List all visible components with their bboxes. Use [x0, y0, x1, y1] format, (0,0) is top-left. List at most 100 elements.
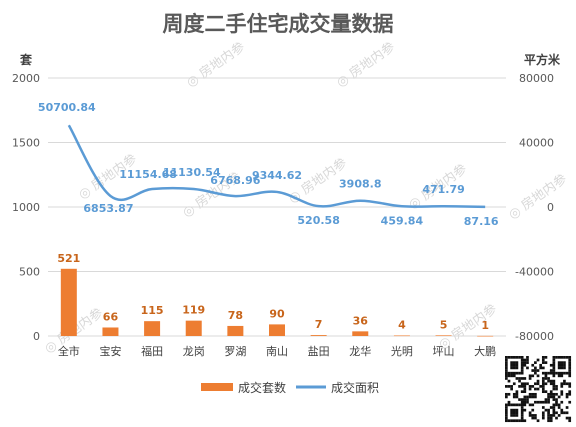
- qr-module: [549, 371, 553, 375]
- qr-module: [512, 414, 516, 417]
- qr-module: [568, 419, 572, 423]
- qr-module: [531, 416, 535, 420]
- qr-module: [539, 385, 543, 388]
- line-data-label: 87.16: [464, 215, 499, 228]
- qr-module: [523, 398, 527, 401]
- line-series: [67, 124, 486, 209]
- qr-module: [568, 385, 572, 388]
- category-label: 南山: [266, 345, 288, 358]
- qr-module: [515, 377, 519, 380]
- qr-module: [515, 395, 519, 399]
- qr-module: [534, 366, 537, 370]
- qr-module: [518, 356, 521, 359]
- qr-module: [557, 356, 561, 359]
- qr-module: [510, 356, 513, 359]
- qr-module: [565, 356, 569, 359]
- right-tick-label: 40000: [519, 137, 554, 150]
- right-axis-ticks: -80000 -40000 0 40000 80000: [515, 72, 554, 343]
- qr-module: [531, 392, 535, 396]
- bar-data-label: 66: [103, 310, 119, 323]
- right-tick-label: -80000: [515, 330, 554, 343]
- left-tick-label: 2000: [12, 72, 40, 85]
- qr-module: [565, 382, 569, 386]
- qr-module: [541, 385, 545, 388]
- qr-module: [565, 371, 569, 375]
- qr-module: [526, 361, 529, 364]
- legend: 成交套数 成交面积: [201, 380, 379, 395]
- qr-module: [526, 395, 529, 399]
- bar: [269, 324, 285, 336]
- qr-module: [523, 385, 527, 388]
- qr-module: [549, 392, 553, 396]
- qr-module: [507, 403, 511, 407]
- bar: [352, 331, 369, 336]
- qr-module: [536, 400, 540, 404]
- qr-module: [560, 356, 564, 359]
- qr-module: [510, 408, 513, 412]
- qr-module: [541, 377, 545, 380]
- left-tick-label: 1000: [12, 201, 40, 214]
- qr-module: [539, 400, 543, 404]
- qr-module: [512, 363, 516, 367]
- category-label: 坪山: [433, 345, 455, 358]
- qr-module: [523, 358, 527, 362]
- qr-module: [526, 400, 529, 404]
- qr-module: [528, 414, 532, 417]
- qr-module: [515, 371, 519, 375]
- qr-module: [520, 371, 524, 375]
- qr-module: [520, 356, 524, 359]
- qr-module: [552, 395, 556, 399]
- qr-module: [531, 408, 535, 412]
- qr-module: [549, 369, 553, 372]
- qr-module: [515, 408, 519, 412]
- line-data-label: 6768.96: [210, 174, 260, 187]
- qr-module: [547, 398, 550, 401]
- qr-module: [518, 403, 521, 407]
- qr-module: [523, 363, 527, 367]
- qr-module: [536, 419, 540, 423]
- qr-module: [547, 371, 550, 375]
- qr-module: [560, 374, 564, 378]
- qr-module: [555, 416, 558, 420]
- qr-module: [552, 408, 556, 412]
- qr-module: [552, 414, 556, 417]
- qr-module: [518, 398, 521, 401]
- qr-module: [552, 374, 556, 378]
- qr-module: [541, 414, 545, 417]
- qr-module: [568, 400, 572, 404]
- qr-module: [507, 371, 511, 375]
- qr-module: [549, 406, 553, 409]
- right-tick-label: -40000: [515, 266, 554, 279]
- qr-module: [505, 369, 508, 372]
- line-data-label: 459.84: [381, 214, 424, 227]
- qr-module: [534, 395, 537, 399]
- qr-module: [518, 371, 521, 375]
- qr-module: [547, 377, 550, 380]
- qr-module: [526, 382, 529, 386]
- qr-module: [520, 403, 524, 407]
- qr-module: [520, 390, 524, 394]
- qr-module: [560, 411, 564, 415]
- qr-module: [568, 363, 572, 367]
- qr-module: [552, 358, 556, 362]
- qr-module: [552, 398, 556, 401]
- qr-module: [505, 371, 508, 375]
- bar: [144, 321, 161, 336]
- qr-module: [560, 363, 564, 367]
- left-axis-ticks: 0 500 1000 1500 2000: [12, 72, 40, 343]
- qr-module: [549, 363, 553, 367]
- qr-module: [520, 385, 524, 388]
- category-labels: 全市 宝安 福田 龙岗 罗湖 南山 盐田 龙华 光明 坪山 大鹏: [58, 344, 496, 358]
- left-tick-label: 500: [19, 266, 40, 279]
- qr-module: [541, 411, 545, 415]
- qr-module: [568, 416, 572, 420]
- qr-module: [512, 361, 516, 364]
- qr-module: [507, 374, 511, 378]
- qr-module: [563, 366, 566, 370]
- qr-module: [512, 392, 516, 396]
- qr-module: [507, 419, 511, 423]
- qr-module: [552, 387, 556, 391]
- bar-data-label: 78: [228, 309, 243, 322]
- qr-module: [549, 382, 553, 386]
- qr-module: [549, 379, 553, 383]
